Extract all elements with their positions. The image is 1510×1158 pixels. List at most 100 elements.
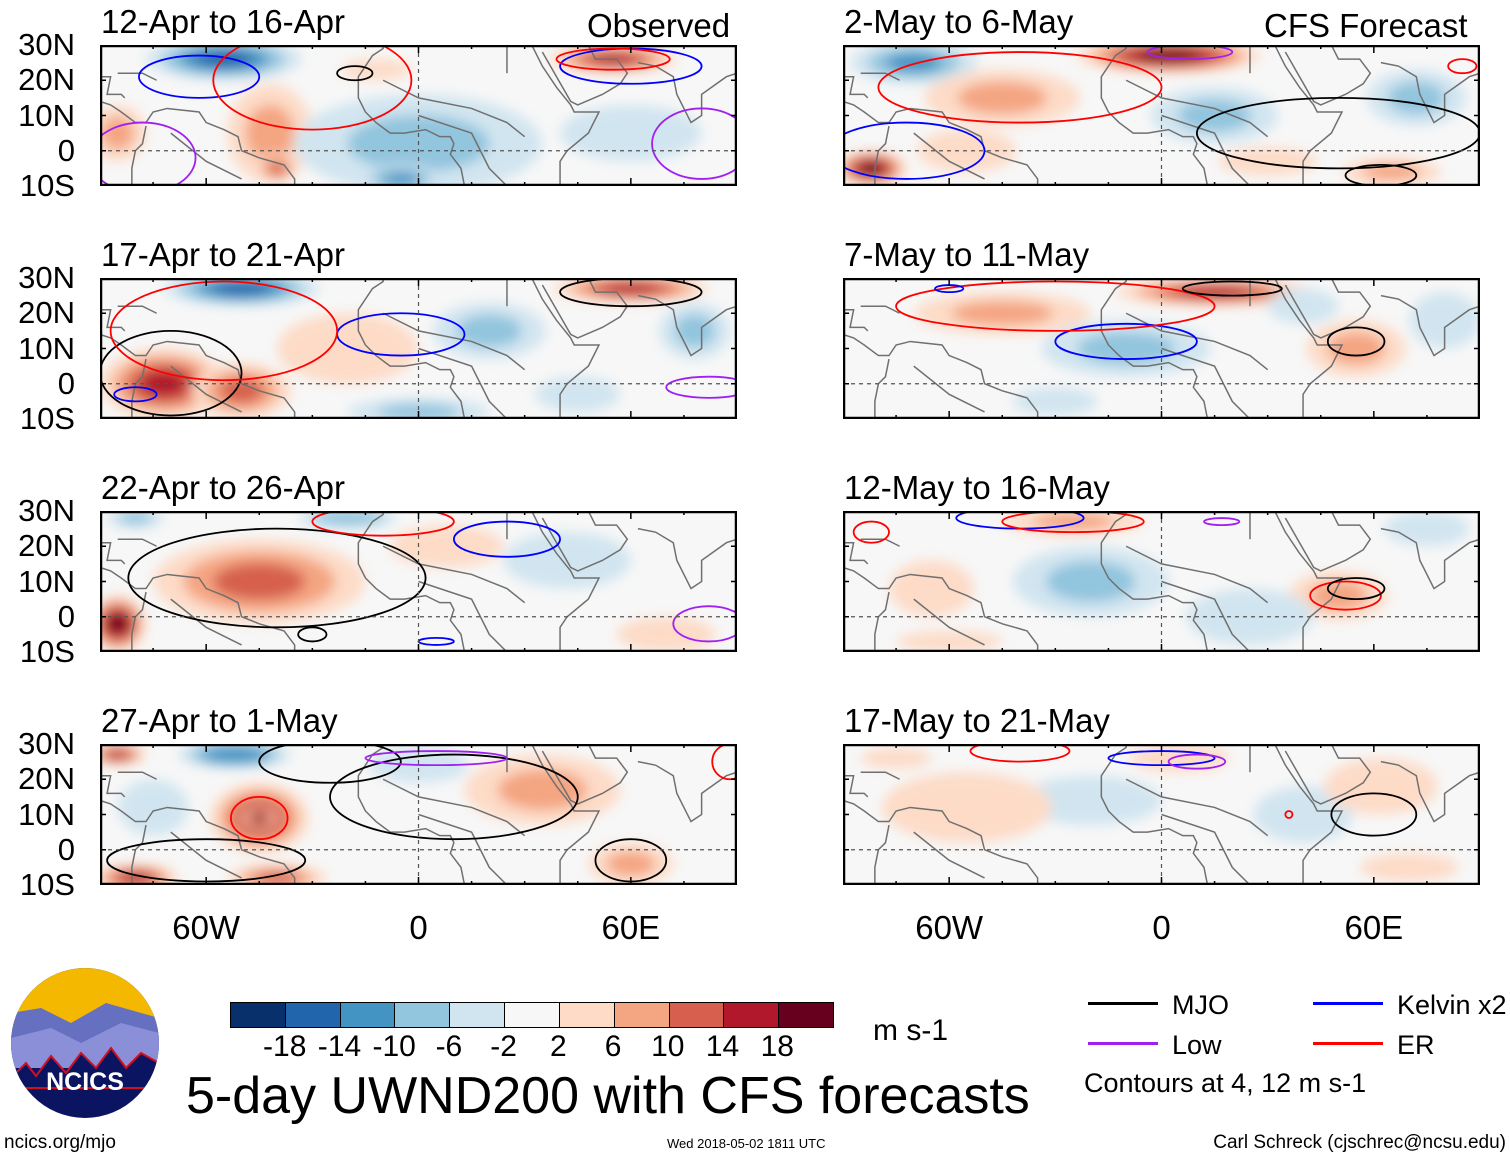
mjo-contour xyxy=(100,329,243,417)
wind-anomaly-shading xyxy=(1050,786,1132,815)
wind-anomaly-shading xyxy=(140,370,187,397)
coastline xyxy=(1125,79,1269,138)
colorbar-tick-label: 18 xyxy=(760,1030,794,1063)
colorbar-tick-label: -14 xyxy=(317,1030,362,1063)
coastline xyxy=(100,799,296,885)
er-contour xyxy=(1284,810,1294,819)
lat-label: 10N xyxy=(18,97,75,133)
coastline xyxy=(100,333,296,419)
low-contour xyxy=(364,750,508,767)
coastline xyxy=(418,114,508,186)
wind-anomaly-shading xyxy=(1077,332,1175,365)
lat-label: 30N xyxy=(18,27,75,62)
coastline xyxy=(531,45,601,186)
coastline xyxy=(637,760,737,823)
wind-anomaly-shading xyxy=(1327,332,1385,365)
colorbar-swatch xyxy=(614,1003,670,1027)
coastline xyxy=(1284,45,1372,106)
coastline xyxy=(531,744,601,885)
wind-anomaly-shading xyxy=(951,301,1054,326)
wind-anomaly-shading xyxy=(1186,588,1314,645)
er-contour xyxy=(711,744,737,781)
colorbar-swatch xyxy=(559,1003,615,1027)
er-contour xyxy=(1001,511,1145,534)
colorbar-swatch xyxy=(395,1003,451,1027)
coastline xyxy=(843,333,1039,419)
coastline xyxy=(100,774,126,798)
wind-anomaly-shading xyxy=(355,63,397,76)
wind-anomaly-shading xyxy=(245,104,295,162)
lon-label: 60E xyxy=(1344,909,1404,946)
coastline xyxy=(100,75,126,99)
wind-anomaly-shading xyxy=(101,116,134,150)
coastline xyxy=(382,778,526,837)
colorbar-tick-label: 6 xyxy=(604,1030,622,1063)
coastline xyxy=(1100,278,1209,419)
coastline xyxy=(357,45,466,186)
coastline xyxy=(531,278,601,419)
coastline xyxy=(1100,511,1209,652)
coastline xyxy=(843,75,869,99)
footer-url[interactable]: ncics.org/mjo xyxy=(4,1132,116,1153)
er-contour xyxy=(230,795,289,841)
wind-anomaly-shading xyxy=(860,747,932,769)
lat-label: 30N xyxy=(18,260,75,295)
panel-title: 17-Apr to 21-Apr xyxy=(101,236,345,273)
wind-anomaly-shading xyxy=(276,313,419,384)
colorbar-swatch xyxy=(285,1003,341,1027)
low-contour xyxy=(1203,517,1241,526)
legend-line xyxy=(1313,1002,1383,1005)
panel-title: 12-May to 16-May xyxy=(844,469,1110,506)
map-panel xyxy=(100,511,737,652)
mjo-contour xyxy=(127,527,427,629)
coastline xyxy=(1125,545,1269,604)
coastline xyxy=(1274,278,1344,419)
coastline xyxy=(357,278,466,419)
coastline xyxy=(1161,580,1251,652)
wind-anomaly-shading xyxy=(560,104,702,162)
coastline xyxy=(357,511,466,652)
wind-anomaly-shading xyxy=(326,513,370,523)
observed-label: Observed xyxy=(587,7,731,44)
coastline xyxy=(1380,294,1480,357)
kelvin-contour xyxy=(138,54,261,99)
er-contour xyxy=(109,280,339,382)
coastline xyxy=(170,598,242,646)
lat-label: 10N xyxy=(18,796,75,832)
lat-label: 20N xyxy=(18,761,75,797)
coastline xyxy=(1284,511,1372,572)
wind-anomaly-shading xyxy=(1045,561,1136,602)
coastline xyxy=(1380,61,1480,124)
wind-anomaly-shading xyxy=(253,814,265,822)
coastline xyxy=(637,527,737,590)
wind-anomaly-shading xyxy=(456,314,522,348)
colorbar-swatch xyxy=(340,1003,396,1027)
coastline xyxy=(100,100,296,186)
mjo-contour xyxy=(1196,96,1480,170)
mjo-contour xyxy=(1344,163,1418,186)
lat-label: 10N xyxy=(18,330,75,366)
coastline xyxy=(418,813,508,885)
coastline xyxy=(170,831,242,879)
colorbar-tick-label: -2 xyxy=(490,1030,517,1063)
wind-anomaly-shading xyxy=(1032,513,1114,530)
panel-title: 7-May to 11-May xyxy=(844,236,1090,273)
wind-anomaly-shading xyxy=(616,616,716,652)
wind-anomaly-shading xyxy=(119,511,152,525)
lat-label: 10N xyxy=(18,563,75,599)
coastline xyxy=(1274,511,1344,652)
coastline xyxy=(860,305,900,314)
lat-label: 20N xyxy=(18,528,75,564)
coastline xyxy=(913,831,985,879)
lat-label: 20N xyxy=(18,62,75,98)
map-panel xyxy=(843,45,1480,186)
legend-line xyxy=(1313,1042,1383,1045)
er-contour xyxy=(1447,58,1478,75)
coastline xyxy=(1380,760,1480,823)
coastline xyxy=(117,538,157,547)
mjo-contour xyxy=(329,753,579,841)
coastline xyxy=(1380,527,1480,590)
coastline xyxy=(382,79,526,138)
wind-anomaly-shading xyxy=(957,81,1048,115)
